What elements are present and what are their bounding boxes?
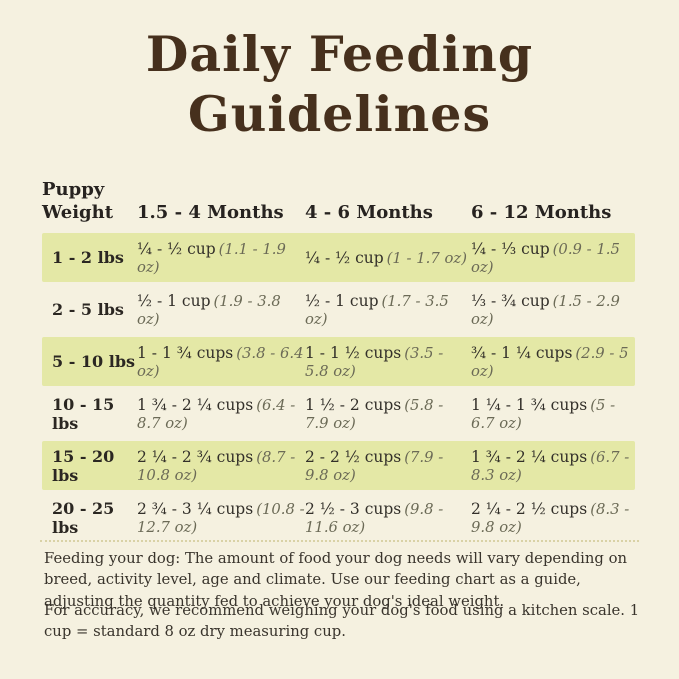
feeding-cell: 2 - 2 ½ cups (7.9 - 9.8 oz) [305,448,471,484]
oz-range: (7.9 - 9.8 oz) [305,448,444,484]
oz-range: (6.7 - 8.3 oz) [471,448,630,484]
weight-label: 1 - 2 lbs [52,248,124,267]
feeding-note: Feeding your dog: The amount of food you… [44,550,628,610]
table-row-1-2-lbs: 1 - 2 lbs ¼ - ½ cup (1.1 - 1.9 oz) ¼ - ½ … [42,233,635,282]
oz-range: (1.5 - 2.9 oz) [471,292,620,328]
feeding-cell: 1 - 1 ½ cups (3.5 - 5.8 oz) [305,344,471,380]
cup-amount: ¾ - 1 ¼ cups [471,343,573,362]
cup-amount: 1 ¾ - 2 ¼ cups [137,395,254,414]
cup-amount: 1 - 1 ¾ cups [137,343,234,362]
table-body: 1 - 2 lbs ¼ - ½ cup (1.1 - 1.9 oz) ¼ - ½ … [42,233,635,545]
oz-range: (1 - 1.7 oz) [386,249,467,267]
feeding-cell: 1 ½ - 2 cups (5.8 - 7.9 oz) [305,396,471,432]
oz-range: (10.8 - 12.7 oz) [137,500,305,536]
feeding-cell: ¼ - ½ cup (1 - 1.7 oz) [305,249,471,267]
oz-range: (5.8 - 7.9 oz) [305,396,444,432]
oz-range: (1.9 - 3.8 oz) [137,292,281,328]
column-header-6-12-months: 6 - 12 Months [471,202,612,223]
cup-amount: ½ - 1 cup [137,291,211,310]
cup-amount: ¼ - ½ cup [137,239,216,258]
oz-range: (3.5 - 5.8 oz) [305,344,444,380]
feeding-cell: ¼ - ½ cup (1.1 - 1.9 oz) [137,240,305,276]
feeding-cell: ⅓ - ¾ cup (1.5 - 2.9 oz) [471,292,635,328]
feeding-cell: 1 ¼ - 1 ¾ cups (5 - 6.7 oz) [471,396,635,432]
oz-range: (1.7 - 3.5 oz) [305,292,449,328]
weight-label: 10 - 15 lbs [52,394,115,433]
cup-amount: 2 ¼ - 2 ½ cups [471,499,588,518]
cup-amount: 1 ¼ - 1 ¾ cups [471,395,588,414]
cup-amount: 1 ½ - 2 cups [305,395,402,414]
weight-label: 5 - 10 lbs [52,352,136,371]
column-header-4-6-months: 4 - 6 Months [305,202,433,223]
cup-amount: ¼ - ½ cup [305,248,384,267]
cup-amount: 2 - 2 ½ cups [305,447,402,466]
cup-amount: 2 ½ - 3 cups [305,499,402,518]
table-row-10-15-lbs: 10 - 15 lbs 1 ¾ - 2 ¼ cups (6.4 - 8.7 oz)… [42,389,635,438]
cup-amount: 1 - 1 ½ cups [305,343,402,362]
cup-amount: 2 ¾ - 3 ¼ cups [137,499,254,518]
table-row-5-10-lbs: 5 - 10 lbs 1 - 1 ¾ cups (3.8 - 6.4 oz) 1 … [42,337,635,386]
feeding-cell: 2 ¼ - 2 ¾ cups (8.7 - 10.8 oz) [137,448,305,484]
feeding-cell: ½ - 1 cup (1.7 - 3.5 oz) [305,292,471,328]
cup-amount: 2 ¼ - 2 ¾ cups [137,447,254,466]
dotted-divider [40,540,639,542]
puppy-weight-header-line1: Puppy [42,179,105,200]
weight-label: 15 - 20 lbs [52,446,115,485]
oz-range: (3.8 - 6.4 oz) [137,344,304,380]
page-title: Daily Feeding Guidelines [0,24,679,145]
feeding-cell: ½ - 1 cup (1.9 - 3.8 oz) [137,292,305,328]
cup-amount: ⅓ - ¾ cup [471,291,550,310]
cup-amount: 1 ¾ - 2 ¼ cups [471,447,588,466]
feeding-cell: 1 ¾ - 2 ¼ cups (6.4 - 8.7 oz) [137,396,305,432]
feeding-cell: ¾ - 1 ¼ cups (2.9 - 5 oz) [471,344,635,380]
oz-range: (8.7 - 10.8 oz) [137,448,296,484]
table-header-row: Puppy Weight 1.5 - 4 Months 4 - 6 Months … [42,177,635,228]
table-row-20-25-lbs: 20 - 25 lbs 2 ¾ - 3 ¼ cups (10.8 - 12.7 o… [42,493,635,542]
oz-range: (2.9 - 5 oz) [471,344,629,380]
oz-range: (5 - 6.7 oz) [471,396,616,432]
table-row-15-20-lbs: 15 - 20 lbs 2 ¼ - 2 ¾ cups (8.7 - 10.8 oz… [42,441,635,490]
accuracy-note: For accuracy, we recommend weighing your… [44,602,640,641]
feeding-cell: 2 ½ - 3 cups (9.8 - 11.6 oz) [305,500,471,536]
feeding-cell: ¼ - ⅓ cup (0.9 - 1.5 oz) [471,240,635,276]
weight-label: 20 - 25 lbs [52,498,115,537]
page-title-line1: Daily Feeding [145,25,534,83]
column-header-puppy-weight: Puppy Weight [42,178,137,228]
oz-range: (8.3 - 9.8 oz) [471,500,630,536]
page-title-line2: Guidelines [187,85,492,144]
feeding-cell: 1 - 1 ¾ cups (3.8 - 6.4 oz) [137,344,305,380]
cup-amount: ½ - 1 cup [305,291,379,310]
feeding-cell: 2 ¼ - 2 ½ cups (8.3 - 9.8 oz) [471,500,635,536]
cup-amount: ¼ - ⅓ cup [471,239,550,258]
feeding-cell: 1 ¾ - 2 ¼ cups (6.7 - 8.3 oz) [471,448,635,484]
oz-range: (9.8 - 11.6 oz) [305,500,444,536]
oz-range: (0.9 - 1.5 oz) [471,240,620,276]
oz-range: (6.4 - 8.7 oz) [137,396,296,432]
oz-range: (1.1 - 1.9 oz) [137,240,286,276]
table-row-2-5-lbs: 2 - 5 lbs ½ - 1 cup (1.9 - 3.8 oz) ½ - 1 … [42,285,635,334]
feeding-cell: 2 ¾ - 3 ¼ cups (10.8 - 12.7 oz) [137,500,305,536]
puppy-weight-header-line2: Weight [42,202,114,223]
column-header-1-5-4-months: 1.5 - 4 Months [137,202,284,223]
weight-label: 2 - 5 lbs [52,300,124,319]
